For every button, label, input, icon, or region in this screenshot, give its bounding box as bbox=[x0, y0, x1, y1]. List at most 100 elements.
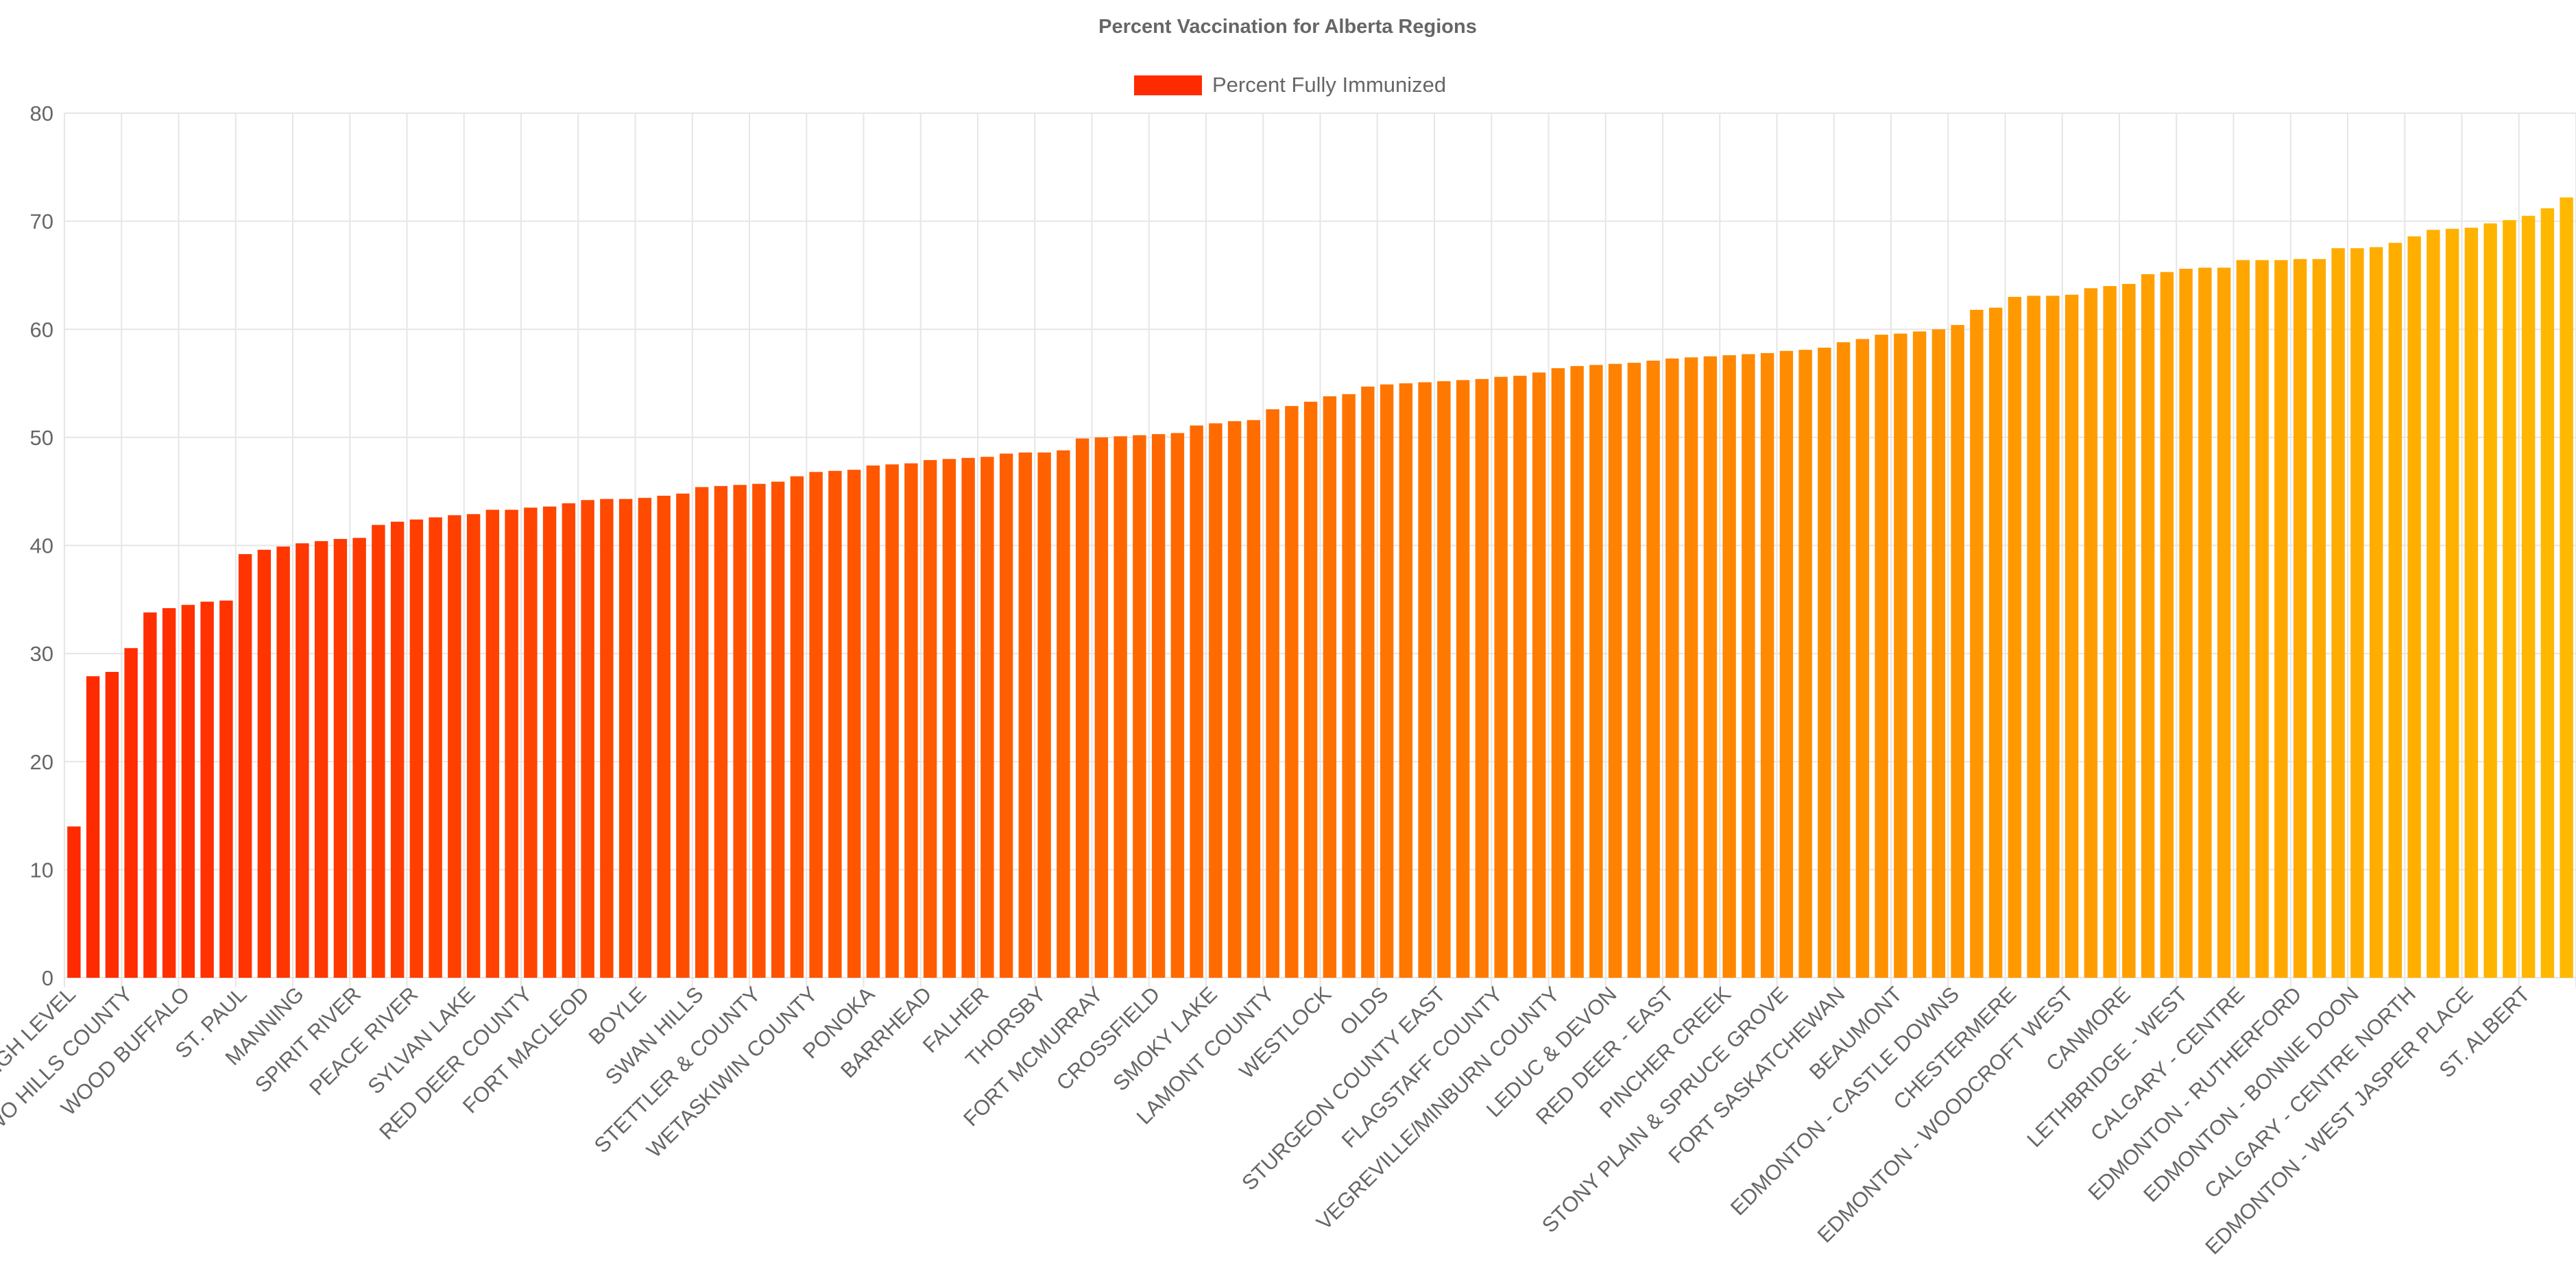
bar[interactable] bbox=[1779, 350, 1794, 978]
bar[interactable] bbox=[2217, 267, 2231, 978]
bar[interactable] bbox=[866, 465, 880, 978]
bar[interactable] bbox=[1018, 452, 1033, 978]
bar[interactable] bbox=[2312, 258, 2326, 978]
bar[interactable] bbox=[1323, 396, 1337, 978]
bar[interactable] bbox=[333, 539, 348, 978]
bar[interactable] bbox=[1399, 383, 1413, 978]
bar[interactable] bbox=[86, 676, 100, 978]
bar[interactable] bbox=[2350, 248, 2364, 978]
bar[interactable] bbox=[961, 457, 975, 978]
bar[interactable] bbox=[1094, 437, 1109, 978]
bar[interactable] bbox=[2179, 268, 2193, 978]
bar[interactable] bbox=[923, 459, 937, 978]
bar[interactable] bbox=[1684, 357, 1698, 978]
bar[interactable] bbox=[2236, 260, 2250, 978]
bar[interactable] bbox=[904, 463, 918, 978]
bar[interactable] bbox=[124, 648, 138, 978]
bar[interactable] bbox=[2521, 215, 2536, 978]
bar[interactable] bbox=[1380, 384, 1394, 978]
bar[interactable] bbox=[676, 493, 690, 978]
bar[interactable] bbox=[2293, 258, 2307, 978]
bar[interactable] bbox=[2084, 288, 2098, 978]
bar[interactable] bbox=[372, 525, 385, 978]
bar[interactable] bbox=[257, 549, 272, 978]
bar[interactable] bbox=[790, 476, 804, 978]
bar[interactable] bbox=[809, 472, 823, 978]
bar[interactable] bbox=[1285, 406, 1299, 978]
bar[interactable] bbox=[2065, 294, 2079, 978]
bar[interactable] bbox=[409, 519, 424, 978]
bar[interactable] bbox=[2464, 228, 2479, 978]
bar[interactable] bbox=[448, 515, 461, 978]
bar[interactable] bbox=[1209, 423, 1223, 978]
bar[interactable] bbox=[1742, 354, 1755, 978]
bar[interactable] bbox=[505, 509, 518, 978]
bar[interactable] bbox=[1646, 360, 1660, 978]
bar[interactable] bbox=[618, 498, 633, 978]
bar[interactable] bbox=[1589, 365, 1603, 978]
bar[interactable] bbox=[2331, 248, 2345, 978]
bar[interactable] bbox=[2160, 272, 2174, 978]
bar[interactable] bbox=[2046, 296, 2060, 978]
bar[interactable] bbox=[1114, 436, 1127, 978]
bar[interactable] bbox=[1665, 358, 1679, 978]
bar[interactable] bbox=[143, 612, 157, 978]
bar[interactable] bbox=[2427, 230, 2440, 978]
bar[interactable] bbox=[2141, 274, 2155, 978]
bar[interactable] bbox=[562, 503, 576, 978]
bar[interactable] bbox=[1608, 363, 1622, 978]
bar[interactable] bbox=[2008, 296, 2022, 978]
bar[interactable] bbox=[105, 671, 119, 978]
bar[interactable] bbox=[885, 464, 899, 978]
bar[interactable] bbox=[542, 506, 557, 978]
bar[interactable] bbox=[2445, 228, 2459, 978]
bar[interactable] bbox=[1075, 438, 1090, 978]
bar[interactable] bbox=[1760, 352, 1774, 978]
bar[interactable] bbox=[733, 485, 747, 978]
bar[interactable] bbox=[2483, 223, 2497, 978]
bar[interactable] bbox=[1494, 376, 1508, 978]
bar[interactable] bbox=[296, 543, 309, 978]
bar[interactable] bbox=[600, 498, 614, 978]
bar[interactable] bbox=[638, 498, 652, 978]
bar[interactable] bbox=[2540, 208, 2555, 978]
bar[interactable] bbox=[390, 521, 405, 978]
bar[interactable] bbox=[1057, 450, 1070, 978]
bar[interactable] bbox=[1170, 433, 1185, 978]
bar[interactable] bbox=[1988, 307, 2003, 978]
bar[interactable] bbox=[1361, 386, 1375, 978]
bar[interactable] bbox=[162, 608, 176, 978]
bar[interactable] bbox=[1875, 335, 1888, 978]
legend[interactable]: Percent Fully Immunized bbox=[1134, 73, 1446, 97]
bar[interactable] bbox=[2198, 267, 2212, 978]
bar[interactable] bbox=[980, 457, 994, 978]
bar[interactable] bbox=[1133, 435, 1146, 978]
bar[interactable] bbox=[2274, 260, 2288, 978]
bar[interactable] bbox=[1418, 382, 1432, 978]
bar[interactable] bbox=[352, 538, 366, 978]
bar[interactable] bbox=[1570, 365, 1584, 978]
bar[interactable] bbox=[657, 495, 671, 978]
bar[interactable] bbox=[1818, 348, 1831, 978]
bar[interactable] bbox=[1722, 355, 1736, 978]
bar[interactable] bbox=[1951, 324, 1964, 978]
bar[interactable] bbox=[1151, 434, 1166, 978]
bar[interactable] bbox=[181, 605, 195, 978]
bar[interactable] bbox=[847, 470, 861, 978]
bar[interactable] bbox=[485, 509, 500, 978]
bar[interactable] bbox=[1627, 363, 1641, 978]
bar[interactable] bbox=[200, 601, 214, 978]
bar[interactable] bbox=[1247, 420, 1261, 978]
bar[interactable] bbox=[1931, 329, 1946, 978]
bar[interactable] bbox=[999, 453, 1013, 978]
bar[interactable] bbox=[2255, 260, 2269, 978]
bar[interactable] bbox=[1227, 421, 1242, 978]
bar[interactable] bbox=[2560, 197, 2573, 978]
bar[interactable] bbox=[67, 826, 81, 978]
bar[interactable] bbox=[695, 487, 709, 978]
bar[interactable] bbox=[2122, 284, 2136, 978]
bar[interactable] bbox=[1342, 394, 1356, 978]
bar[interactable] bbox=[1836, 342, 1851, 978]
bar[interactable] bbox=[1703, 356, 1718, 978]
bar[interactable] bbox=[238, 554, 252, 978]
